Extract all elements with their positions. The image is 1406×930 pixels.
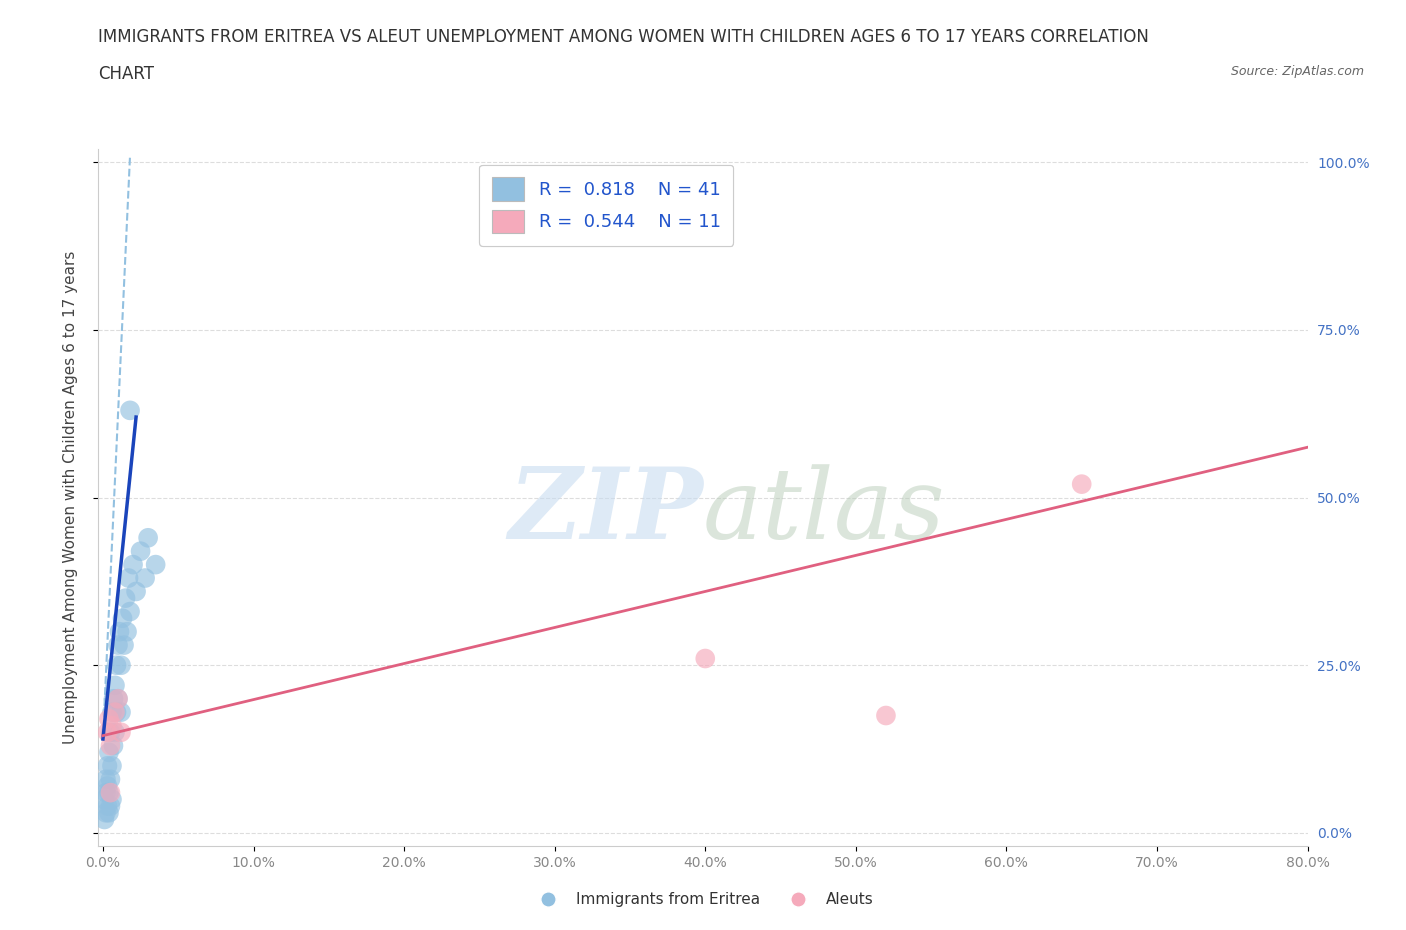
Point — [114, 591, 136, 605]
Text: Source: ZipAtlas.com: Source: ZipAtlas.com — [1230, 65, 1364, 78]
Point — [695, 651, 717, 666]
Point — [101, 792, 124, 807]
Point — [97, 711, 120, 726]
Point — [94, 785, 117, 800]
Point — [101, 718, 124, 733]
Point — [97, 745, 120, 760]
Point — [96, 724, 118, 739]
Point — [96, 758, 118, 773]
Point — [108, 624, 131, 639]
Text: atlas: atlas — [703, 464, 946, 559]
Point — [93, 792, 115, 807]
Point — [103, 738, 125, 753]
Legend: Immigrants from Eritrea, Aleuts: Immigrants from Eritrea, Aleuts — [527, 886, 879, 913]
Point — [115, 624, 138, 639]
Point — [110, 658, 132, 672]
Text: IMMIGRANTS FROM ERITREA VS ALEUT UNEMPLOYMENT AMONG WOMEN WITH CHILDREN AGES 6 T: IMMIGRANTS FROM ERITREA VS ALEUT UNEMPLO… — [98, 28, 1149, 46]
Point — [93, 812, 115, 827]
Point — [100, 785, 122, 800]
Point — [103, 691, 125, 706]
Point — [117, 571, 139, 586]
Point — [104, 705, 127, 720]
Point — [104, 678, 127, 693]
Point — [100, 772, 122, 787]
Point — [110, 705, 132, 720]
Point — [1070, 477, 1092, 492]
Point — [875, 708, 897, 723]
Point — [110, 724, 132, 739]
Y-axis label: Unemployment Among Women with Children Ages 6 to 17 years: Unemployment Among Women with Children A… — [63, 251, 77, 744]
Point — [107, 691, 129, 706]
Point — [105, 705, 128, 720]
Point — [111, 611, 134, 626]
Point — [94, 805, 117, 820]
Point — [107, 691, 129, 706]
Point — [105, 658, 128, 672]
Point — [118, 403, 141, 418]
Point — [104, 724, 127, 739]
Point — [125, 584, 148, 599]
Point — [96, 799, 118, 814]
Point — [112, 638, 135, 653]
Point — [97, 785, 120, 800]
Point — [97, 805, 120, 820]
Point — [122, 557, 145, 572]
Point — [101, 758, 124, 773]
Point — [129, 544, 152, 559]
Text: CHART: CHART — [98, 65, 155, 83]
Point — [96, 778, 118, 793]
Point — [107, 638, 129, 653]
Legend: R =  0.818    N = 41, R =  0.544    N = 11: R = 0.818 N = 41, R = 0.544 N = 11 — [479, 165, 734, 246]
Text: ZIP: ZIP — [508, 463, 703, 560]
Point — [100, 738, 122, 753]
Point — [101, 705, 124, 720]
Point — [136, 530, 159, 545]
Point — [134, 571, 156, 586]
Point — [145, 557, 167, 572]
Point — [94, 772, 117, 787]
Point — [100, 799, 122, 814]
Point — [118, 604, 141, 619]
Point — [100, 724, 122, 739]
